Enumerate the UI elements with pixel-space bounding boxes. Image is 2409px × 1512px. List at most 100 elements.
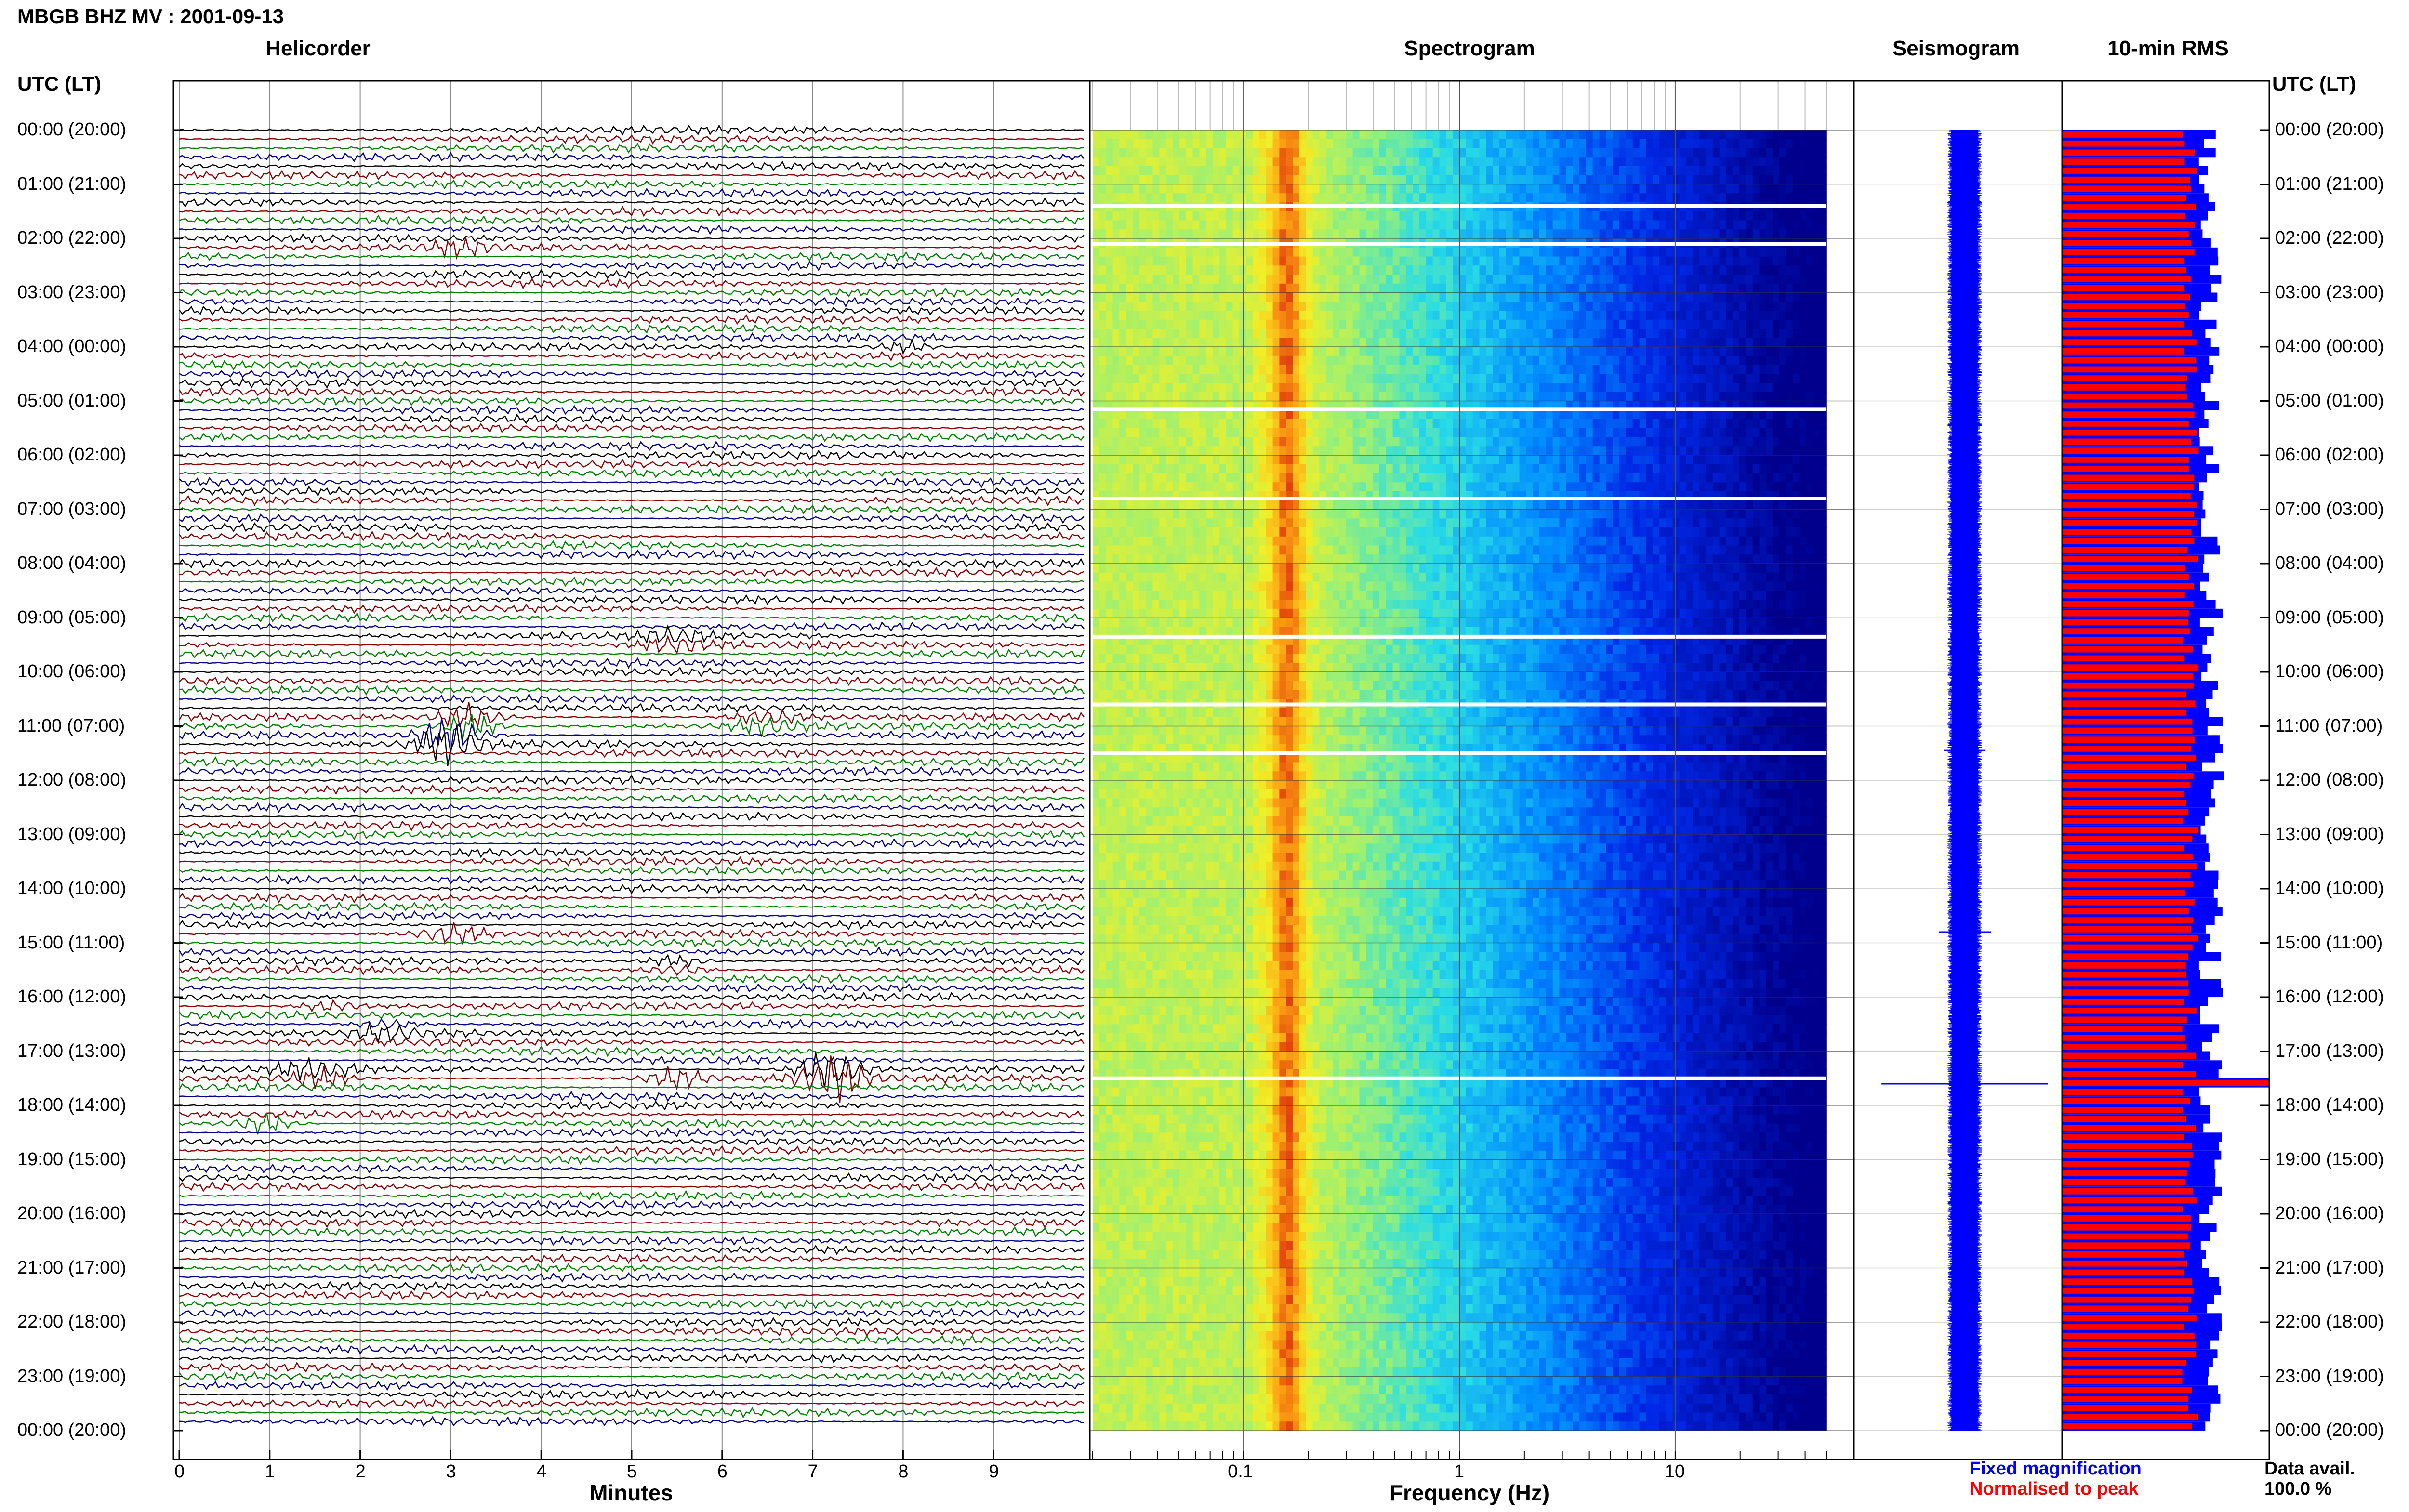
spectrogram-cell <box>1279 356 1286 366</box>
spectrogram-cell <box>1613 302 1620 311</box>
spectrogram-cell <box>1360 392 1367 402</box>
spectrogram-cell <box>1626 347 1633 356</box>
spectrogram-cell <box>1446 482 1453 492</box>
spectrogram-cell <box>1526 374 1533 383</box>
spectrogram-cell <box>1466 510 1473 519</box>
spectrogram-cell <box>1400 265 1407 275</box>
spectrogram-cell <box>1346 392 1353 402</box>
spectrogram-cell <box>1259 265 1267 275</box>
spectrogram-cell <box>1653 446 1660 456</box>
spectrogram-cell <box>1653 464 1660 474</box>
spectrogram-cell <box>1386 320 1393 329</box>
spectrogram-cell <box>1419 320 1427 329</box>
spectrogram-cell <box>1499 446 1507 456</box>
spectrogram-cell <box>1659 338 1667 347</box>
spectrogram-cell <box>1653 320 1660 329</box>
spectrogram-cell <box>1119 482 1126 492</box>
spectrogram-cell <box>1706 221 1713 230</box>
spectrogram-cell <box>1186 248 1193 257</box>
spectrogram-cell <box>1133 455 1140 465</box>
spectrogram-cell <box>1573 455 1580 465</box>
spectrogram-cell <box>1319 464 1326 474</box>
spectrogram-cell <box>1686 482 1693 492</box>
spectrogram-cell <box>1333 248 1340 257</box>
spectrogram-cell <box>1379 139 1387 149</box>
spectrogram-cell <box>1139 166 1147 176</box>
spectrogram-cell <box>1273 148 1280 158</box>
spectrogram-cell <box>1533 275 1540 284</box>
spectrogram-cell <box>1753 157 1760 167</box>
spectrogram-cell <box>1659 482 1667 492</box>
spectrogram-cell <box>1266 338 1273 347</box>
spectrogram-cell <box>1566 184 1573 194</box>
spectrogram-cell <box>1299 473 1307 483</box>
spectrogram-cell <box>1806 356 1813 366</box>
spectrogram-cell <box>1733 157 1740 167</box>
spectrogram-cell <box>1760 175 1767 185</box>
spectrogram-cell <box>1246 374 1253 383</box>
spectrogram-cell <box>1246 211 1253 221</box>
spectrogram-cell <box>1419 446 1427 456</box>
spectrogram-cell <box>1606 347 1613 356</box>
spectrogram-cell <box>1226 347 1233 356</box>
spectrogram-cell <box>1553 148 1560 158</box>
spectrogram-cell <box>1219 257 1227 266</box>
spectrogram-cell <box>1779 320 1787 329</box>
spectrogram-cell <box>1586 130 1593 140</box>
spectrogram-cell <box>1173 293 1180 302</box>
spectrogram-cell <box>1159 437 1166 447</box>
spectrogram-cell <box>1266 455 1273 465</box>
spectrogram-cell <box>1786 130 1793 140</box>
spectrogram-cell <box>1259 148 1267 158</box>
spectrogram-cell <box>1446 464 1453 474</box>
spectrogram-cell <box>1299 437 1307 447</box>
spectrogram-cell <box>1473 383 1480 393</box>
spectrogram-cell <box>1213 428 1220 438</box>
spectrogram-cell <box>1186 455 1193 465</box>
spectrogram-cell <box>1193 365 1200 375</box>
spectrogram-cell <box>1686 356 1693 366</box>
spectrogram-cell <box>1760 383 1767 393</box>
spectrogram-cell <box>1613 265 1620 275</box>
spectrogram-cell <box>1753 410 1760 420</box>
spectrogram-cell <box>1473 293 1480 302</box>
spectrogram-cell <box>1133 157 1140 167</box>
spectrogram-cell <box>1579 320 1587 329</box>
spectrogram-cell <box>1106 446 1113 456</box>
spectrogram-cell <box>1153 139 1160 149</box>
spectrogram-cell <box>1586 365 1593 375</box>
spectrogram-cell <box>1386 229 1393 239</box>
spectrogram-cell <box>1593 320 1600 329</box>
spectrogram-cell <box>1239 365 1246 375</box>
spectrogram-cell <box>1433 383 1440 393</box>
spectrogram-cell <box>1753 284 1760 293</box>
spectrogram-cell <box>1319 311 1326 320</box>
spectrogram-cell <box>1720 365 1727 375</box>
spectrogram-cell <box>1246 229 1253 239</box>
spectrogram-cell <box>1139 464 1147 474</box>
spectrogram-cell <box>1773 455 1780 465</box>
spectrogram-cell <box>1533 193 1540 203</box>
spectrogram-cell <box>1226 365 1233 375</box>
spectrogram-cell <box>1686 419 1693 429</box>
spectrogram-cell <box>1146 166 1153 176</box>
spectrogram-cell <box>1166 518 1173 528</box>
spectrogram-cell <box>1246 284 1253 293</box>
spectrogram-cell <box>1493 139 1500 149</box>
spectrogram-cell <box>1213 229 1220 239</box>
spectrogram-cell <box>1099 338 1107 347</box>
spectrogram-cell <box>1626 510 1633 519</box>
spectrogram-cell <box>1646 455 1653 465</box>
spectrogram-cell <box>1433 365 1440 375</box>
spectrogram-cell <box>1433 265 1440 275</box>
spectrogram-cell <box>1699 248 1707 257</box>
spectrogram-cell <box>1819 193 1827 203</box>
spectrogram-cell <box>1453 157 1460 167</box>
spectrogram-cell <box>1393 338 1400 347</box>
spectrogram-cell <box>1246 248 1253 257</box>
spectrogram-cell <box>1179 320 1187 329</box>
spectrogram-cell <box>1206 275 1213 284</box>
spectrogram-cell <box>1746 500 1753 510</box>
spectrogram-cell <box>1486 437 1493 447</box>
spectrogram-cell <box>1346 455 1353 465</box>
